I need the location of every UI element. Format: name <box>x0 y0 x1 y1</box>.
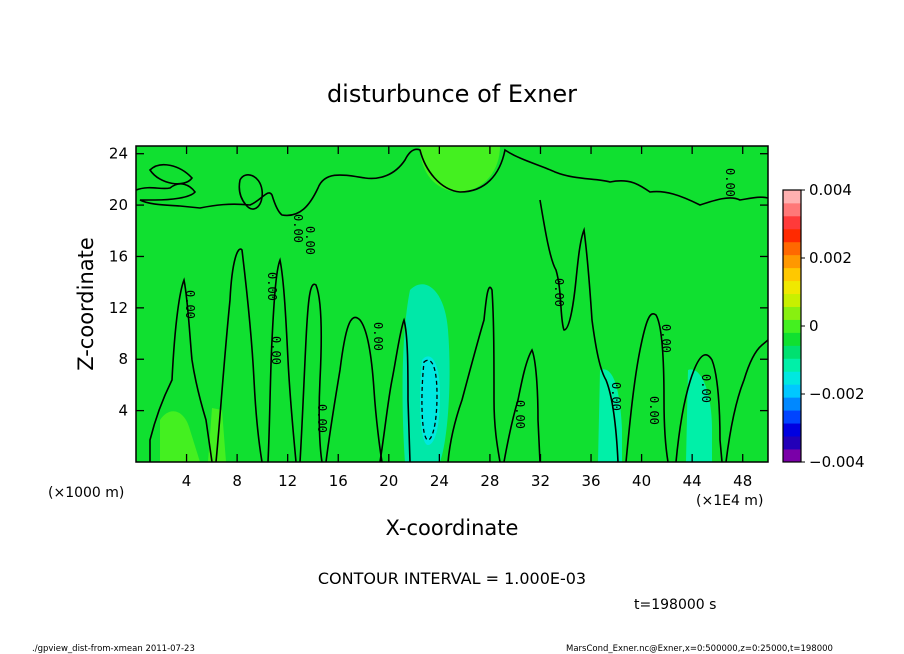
contour-labels: 0.00 0.00 0.00 0.00 0.00 0.00 0.00 0.00 … <box>183 168 737 433</box>
x-tick-label: 40 <box>632 472 651 490</box>
field-patch-lower-mid <box>208 408 226 462</box>
contour-column-a <box>149 277 213 463</box>
y-tick-label: 16 <box>109 247 128 265</box>
contour-deep-plume <box>539 199 619 463</box>
contour-lines <box>135 148 769 463</box>
contour-label: 0.00 <box>183 290 197 319</box>
contour-column-h <box>503 348 541 463</box>
y-tick-label: 24 <box>109 145 128 163</box>
colorbar-swatch <box>783 449 801 463</box>
contour-column-i <box>625 313 669 463</box>
colorbar-swatch <box>783 228 801 243</box>
contour-label: 0.00 <box>609 382 623 411</box>
colorbar: 0.004 0.002 0 −0.002 −0.004 <box>782 181 865 471</box>
x-tick-label: 16 <box>329 472 348 490</box>
contour-label: 0.00 <box>552 278 566 307</box>
y-tick-label: 4 <box>118 402 128 420</box>
colorbar-swatch <box>783 215 801 230</box>
x-tick-label: 8 <box>232 472 242 490</box>
colorbar-swatch <box>783 384 801 398</box>
contour-label: 0.00 <box>699 374 713 403</box>
contour-label: 0.00 <box>513 400 527 429</box>
contour-column-k <box>725 339 769 463</box>
field-patch-upper <box>420 146 500 192</box>
contour-column-d <box>299 283 323 463</box>
contour-label: 0.00 <box>647 396 661 425</box>
contour-sky-loop <box>148 163 194 185</box>
x-tick-label: 48 <box>733 472 752 490</box>
contour-label: 0.00 <box>269 336 283 365</box>
y-tick-label: 12 <box>109 299 128 317</box>
x-tick-label: 44 <box>683 472 702 490</box>
chart-title: disturbunce of Exner <box>327 80 577 108</box>
colorbar-swatch <box>783 397 801 411</box>
y-axis-label: Z-coordinate <box>74 237 98 371</box>
colorbar-swatch <box>783 241 801 256</box>
plot-area: 0.00 0.00 0.00 0.00 0.00 0.00 0.00 0.00 … <box>135 145 769 463</box>
colorbar-label: −0.002 <box>809 385 865 403</box>
contour-column-c <box>267 257 297 463</box>
x-tick-label: 32 <box>531 472 550 490</box>
x-tick-label: 24 <box>430 472 449 490</box>
colorbar-swatch <box>783 293 801 307</box>
x-axis-label: X-coordinate <box>386 516 519 540</box>
x-tick-label: 28 <box>480 472 499 490</box>
time-label: t=198000 s <box>634 597 716 613</box>
contour-interval-text: CONTOUR INTERVAL = 1.000E-03 <box>318 569 586 588</box>
contour-negative-loop <box>421 359 438 441</box>
x-tick-label: 4 <box>182 472 192 490</box>
colorbar-swatch <box>783 306 801 320</box>
field-negative-far-right <box>686 369 712 462</box>
x-unit-label: (×1E4 m) <box>696 493 763 509</box>
colorbar-swatch <box>783 254 801 269</box>
y-tick-label: 20 <box>109 196 128 214</box>
footer-right: MarsCond_Exner.nc@Exner,x=0:500000,z=0:2… <box>566 644 833 654</box>
x-tick-label: 36 <box>581 472 600 490</box>
colorbar-swatch <box>783 202 801 217</box>
field-patch-lower-left <box>160 411 200 462</box>
colorbar-swatch <box>783 332 801 346</box>
contour-label: 0.00 <box>315 404 329 433</box>
colorbar-swatch <box>783 371 801 385</box>
plot-frame <box>135 145 769 463</box>
y-axis: 4 8 12 16 20 24 <box>109 145 768 420</box>
contour-label: 0.00 <box>371 322 385 351</box>
colorbar-swatch <box>783 319 801 333</box>
contour-column-e <box>325 316 383 463</box>
contour-upper-boundary <box>135 148 769 217</box>
contour-label: 0.00 <box>303 226 317 255</box>
colorbar-swatch <box>783 436 801 450</box>
contour-label: 0.00 <box>659 324 673 353</box>
colorbar-swatch <box>783 358 801 372</box>
contour-column-g <box>447 286 501 463</box>
contour-label: 0.00 <box>723 168 737 197</box>
contour-column-j <box>675 354 723 463</box>
y-unit-label: (×1000 m) <box>48 485 124 501</box>
contour-label: 0.00 <box>265 272 279 301</box>
colorbar-swatch <box>783 345 801 359</box>
x-axis: 4 8 12 16 20 24 28 32 36 40 44 48 <box>182 146 752 490</box>
colorbar-swatch <box>783 267 801 282</box>
contour-column-b <box>215 248 263 463</box>
colorbar-label: 0.002 <box>809 249 852 267</box>
x-tick-label: 12 <box>278 472 297 490</box>
contour-mid-trunk <box>238 174 264 210</box>
colorbar-label: −0.004 <box>809 453 865 471</box>
colorbar-swatch <box>783 410 801 424</box>
colorbar-label: 0 <box>809 317 819 335</box>
colorbar-swatch <box>783 190 801 204</box>
colorbar-label: 0.004 <box>809 181 852 199</box>
y-tick-label: 8 <box>118 350 128 368</box>
footer-left: ./gpview_dist-from-xmean 2011-07-23 <box>32 644 195 654</box>
colorbar-swatch <box>783 423 801 437</box>
contour-column-f <box>379 317 411 463</box>
colorbar-swatch <box>783 280 801 295</box>
x-tick-label: 20 <box>379 472 398 490</box>
contour-label: 0.00 <box>291 214 305 243</box>
